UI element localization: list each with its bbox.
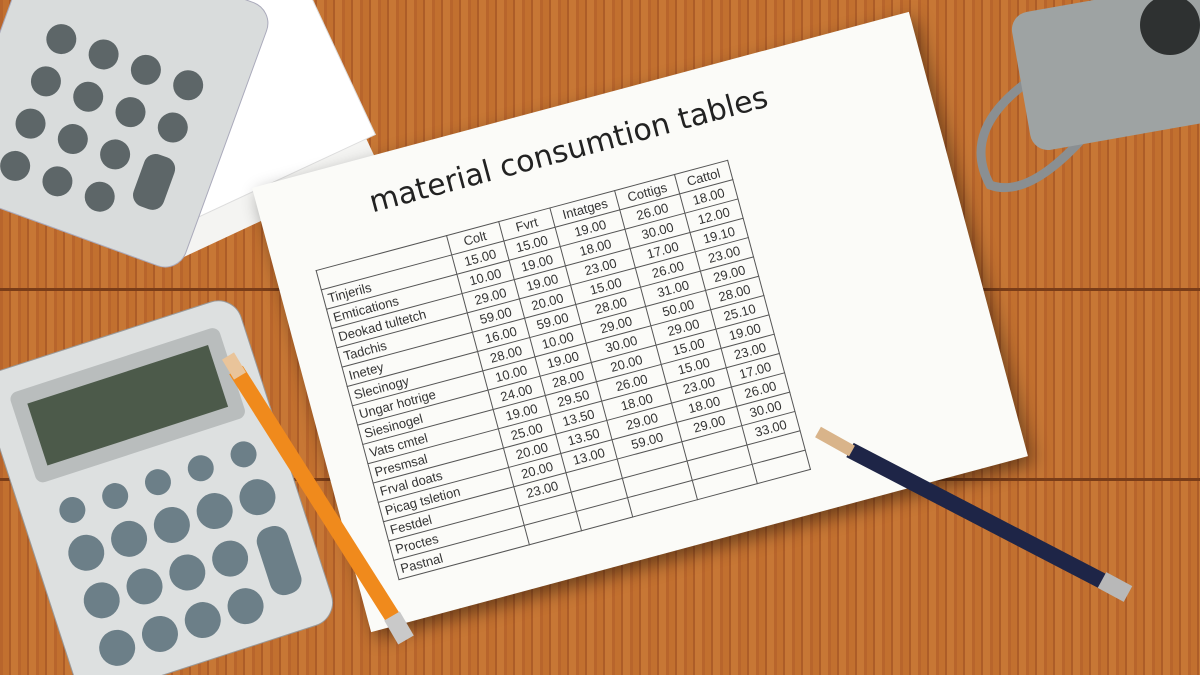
pencil-tip — [815, 426, 855, 457]
pencil-ferrule — [384, 611, 414, 645]
calculator-keys — [59, 441, 302, 666]
orange-pencil — [229, 365, 409, 637]
calculator-display — [27, 344, 229, 466]
padlock — [976, 0, 1200, 193]
navy-pencil — [846, 442, 1114, 593]
calculator-body — [0, 0, 269, 268]
padlock-hole — [1140, 0, 1200, 55]
padlock-shackle — [976, 76, 1094, 193]
top-calculator — [0, 0, 269, 268]
calculator-keys — [0, 24, 204, 212]
pencil-tip — [221, 352, 247, 380]
pencil-ferrule — [1097, 572, 1133, 602]
